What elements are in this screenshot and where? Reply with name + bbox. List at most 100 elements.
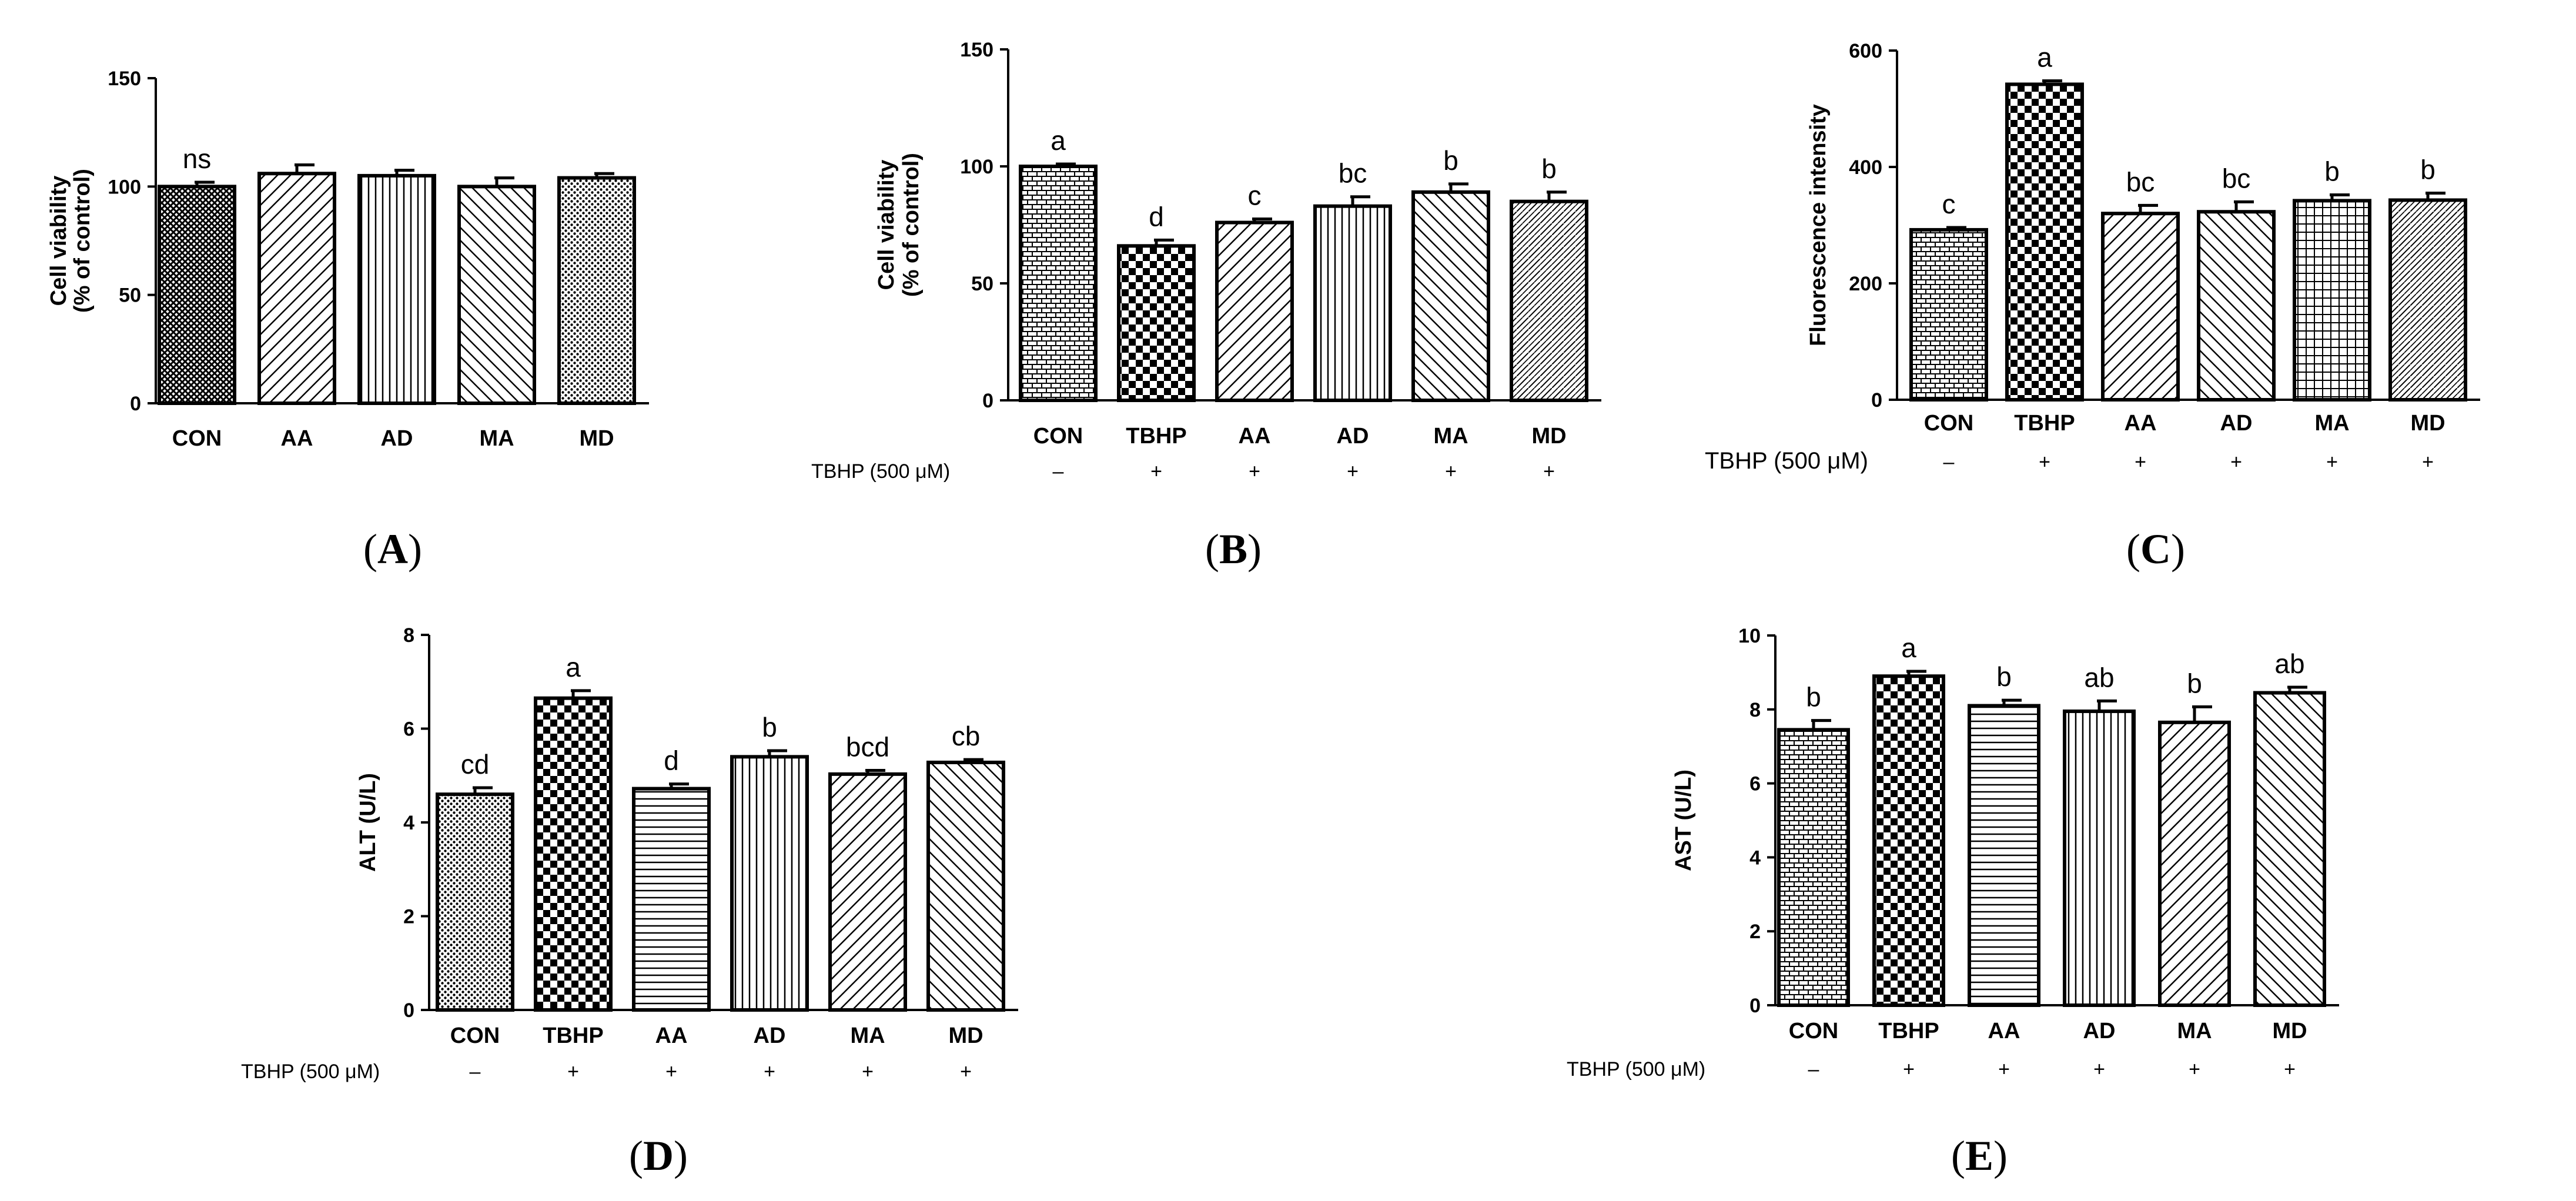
- treatment-mark: +: [2189, 1058, 2200, 1080]
- category-label: MA: [850, 1023, 885, 1048]
- y-tick-label: 0: [982, 390, 993, 412]
- category-label: AA: [655, 1023, 688, 1048]
- significance-label: a: [2037, 42, 2052, 72]
- y-tick-label: 50: [119, 285, 141, 307]
- category-label: MA: [479, 426, 514, 451]
- y-tick-label: 0: [403, 999, 414, 1022]
- panel-e: 0 2 4 6 8 10 AST (U/L) b CON – a TBHP + b AA + ab AD + b MA +…: [1567, 625, 2339, 1179]
- bar: [2197, 210, 2276, 402]
- significance-label: b: [1806, 682, 1821, 712]
- y-axis-label: Cell viability: [874, 160, 899, 290]
- y-tick-label: 2: [1749, 921, 1761, 943]
- category-label: CON: [172, 426, 222, 451]
- bar: [534, 696, 613, 1012]
- treatment-mark: +: [764, 1061, 775, 1083]
- panel-c: 0 200 400 600 Fluorescence intensity c CON – a TB…: [1705, 40, 2480, 573]
- treatment-mark: +: [862, 1061, 874, 1083]
- treatment-mark: +: [2039, 451, 2050, 473]
- y-tick-label: 50: [971, 273, 993, 295]
- treatment-mark: –: [1943, 451, 1955, 473]
- bar: [436, 792, 514, 1012]
- y-tick-label: 100: [960, 156, 993, 178]
- significance-label: ns: [183, 143, 212, 174]
- bar: [1872, 674, 1945, 1007]
- bar: [1215, 220, 1294, 402]
- category-label: MA: [1433, 424, 1468, 449]
- y-tick-label: 200: [1849, 273, 1882, 295]
- y-tick-label: 150: [108, 68, 141, 90]
- significance-label: b: [1541, 153, 1557, 184]
- bar: [730, 755, 809, 1012]
- treatment-mark: +: [2422, 451, 2434, 473]
- significance-label: b: [2324, 156, 2340, 187]
- category-label: MD: [1531, 424, 1566, 449]
- treatment-mark: –: [1053, 460, 1064, 483]
- significance-label: b: [762, 712, 777, 742]
- significance-label: bc: [2222, 163, 2251, 193]
- bar: [2293, 199, 2371, 402]
- treatment-mark: +: [2284, 1058, 2296, 1080]
- significance-label: b: [1443, 145, 1458, 176]
- panel-letter: (D): [629, 1132, 688, 1179]
- category-label: AA: [1988, 1019, 2020, 1043]
- y-tick-label: 6: [1749, 773, 1761, 795]
- significance-label: a: [1901, 633, 1916, 663]
- treatment-mark: +: [1249, 460, 1260, 483]
- bar: [1777, 728, 1850, 1008]
- treatment-mark: +: [2093, 1058, 2105, 1080]
- significance-label: bc: [2126, 166, 2155, 197]
- panel-a: 0 50 100 150 Cell viability(% of control) ns C…: [46, 68, 649, 573]
- category-label: CON: [1924, 411, 1973, 436]
- treatment-mark: +: [1150, 460, 1162, 483]
- panel-d: 0 2 4 6 8 ALT (U/L) cd CON – a TBHP + d AA + b AD + bcd MA +…: [241, 624, 1018, 1179]
- treatment-label: TBHP (500 μM): [241, 1061, 380, 1083]
- bar: [357, 173, 436, 405]
- category-label: AA: [2125, 411, 2157, 436]
- y-axis-label: AST (U/L): [1671, 770, 1696, 871]
- y-axis-label-2: (% of control): [899, 153, 924, 297]
- treatment-mark: +: [2230, 451, 2242, 473]
- panel-letter: (B): [1205, 526, 1262, 573]
- category-label: AA: [281, 426, 313, 451]
- significance-label: b: [2420, 155, 2436, 185]
- significance-label: cb: [952, 721, 981, 751]
- y-axis-label-2: (% of control): [70, 169, 95, 313]
- bar: [2388, 198, 2467, 402]
- y-tick-label: 10: [1738, 625, 1761, 647]
- significance-label: cd: [461, 749, 490, 780]
- y-tick-label: 0: [130, 393, 141, 415]
- y-tick-label: 2: [403, 906, 414, 928]
- treatment-mark: +: [1347, 460, 1359, 483]
- category-label: AA: [1239, 424, 1271, 449]
- treatment-mark: +: [960, 1061, 972, 1083]
- category-label: MD: [948, 1023, 983, 1048]
- bar: [2063, 709, 2136, 1007]
- bar: [2101, 212, 2180, 402]
- category-label: TBHP: [543, 1023, 603, 1048]
- treatment-mark: –: [1808, 1058, 1819, 1080]
- treatment-mark: +: [2326, 451, 2338, 473]
- panel-letter: (E): [1951, 1132, 2008, 1179]
- significance-label: a: [566, 652, 581, 683]
- bar: [2253, 691, 2326, 1007]
- y-tick-label: 600: [1849, 40, 1882, 62]
- y-tick-label: 6: [403, 718, 414, 741]
- significance-label: c: [1942, 189, 1956, 219]
- y-axis-label: Fluorescence intensity: [1806, 104, 1831, 346]
- bar: [1968, 704, 2040, 1007]
- category-label: TBHP: [1878, 1019, 1939, 1043]
- bar: [926, 760, 1005, 1012]
- significance-label: ab: [2084, 662, 2114, 693]
- bar: [2005, 82, 2084, 402]
- bar: [158, 185, 236, 405]
- treatment-mark: +: [665, 1061, 677, 1083]
- bar: [828, 772, 907, 1012]
- bar: [257, 172, 336, 405]
- significance-label: a: [1051, 125, 1066, 156]
- treatment-mark: +: [1998, 1058, 2010, 1080]
- bar: [1909, 228, 1988, 402]
- significance-label: bcd: [846, 731, 889, 762]
- significance-label: d: [664, 745, 679, 776]
- y-tick-label: 4: [1749, 847, 1761, 869]
- bar: [457, 185, 536, 405]
